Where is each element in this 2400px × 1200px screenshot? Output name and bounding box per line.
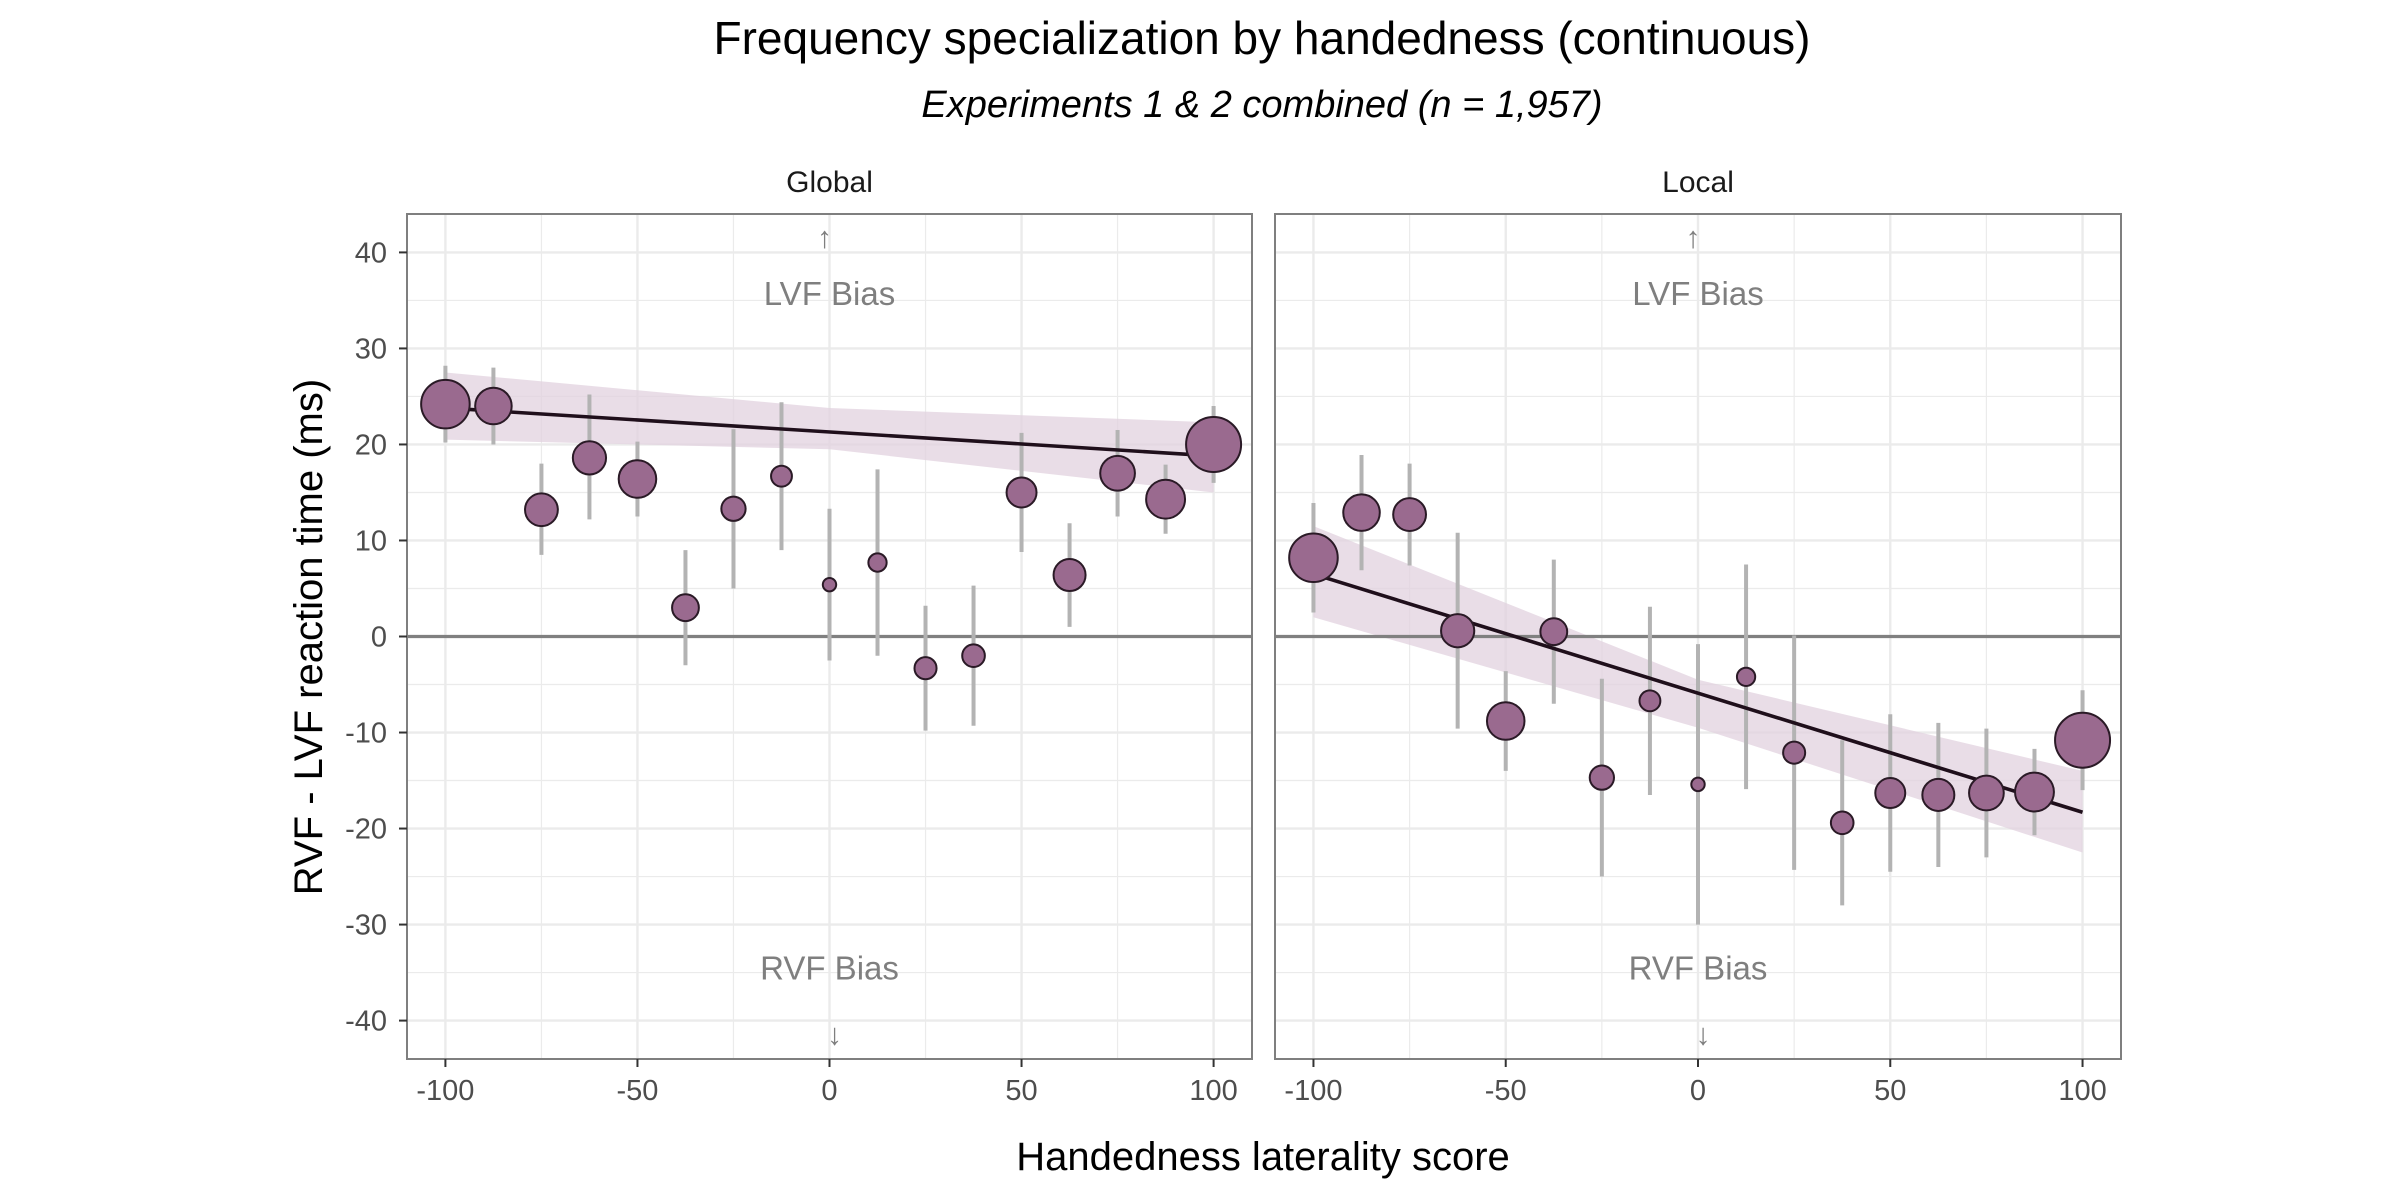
y-tick-label: -10: [345, 718, 387, 750]
data-point: [1588, 764, 1616, 791]
x-tick-label: -50: [616, 1075, 658, 1107]
rvf-bias-label: RVF Bias: [1629, 949, 1768, 986]
facet-panel-local: ↑ LVF Bias RVF Bias ↓ Local -100 -50 0 50 100: [1274, 166, 2122, 1107]
data-point: [524, 492, 559, 528]
data-point: [1539, 617, 1569, 647]
data-point: [770, 464, 793, 488]
data-point: [1638, 689, 1662, 713]
y-tick-label: -20: [345, 814, 387, 846]
x-tick-label: 100: [2058, 1075, 2106, 1107]
data-point: [1145, 478, 1187, 520]
data-point: [2054, 711, 2112, 769]
data-point: [1735, 666, 1757, 687]
y-tick-label: 20: [355, 429, 387, 461]
data-point: [671, 593, 700, 623]
data-point: [617, 459, 658, 499]
data-point: [1782, 740, 1807, 765]
y-tick-label: 0: [371, 622, 387, 654]
lvf-bias-arrow: ↑: [1686, 222, 1701, 255]
data-point: [1690, 776, 1706, 793]
facet-strip-label: Global: [786, 166, 873, 199]
data-point: [821, 576, 838, 593]
data-point: [2014, 771, 2055, 813]
data-point: [913, 656, 938, 681]
x-tick-label: 50: [1874, 1075, 1906, 1107]
data-point: [1099, 454, 1136, 492]
data-point: [1485, 701, 1526, 741]
fit-line: [1312, 572, 2084, 814]
data-point: [1288, 532, 1339, 584]
lvf-bias-arrow: ↑: [817, 222, 832, 255]
rvf-bias-arrow: ↓: [827, 1019, 842, 1052]
data-point: [1968, 774, 2005, 812]
data-point: [867, 552, 888, 573]
lvf-bias-label: LVF Bias: [1632, 275, 1763, 312]
data-point: [571, 440, 608, 476]
chart-subtitle: Experiments 1 & 2 combined (n = 1,957): [921, 84, 1602, 126]
data-point: [1440, 613, 1476, 649]
x-tick-label: 100: [1189, 1075, 1237, 1107]
data-point: [1342, 493, 1381, 532]
y-tick-label: 10: [355, 525, 387, 557]
data-point: [720, 495, 747, 522]
y-tick-label: -40: [345, 1006, 387, 1038]
y-axis-title: RVF - LVF reaction time (ms): [287, 379, 331, 895]
data-point: [1005, 476, 1038, 509]
fit-line: [445, 406, 1214, 458]
x-tick-label: 0: [1690, 1075, 1706, 1107]
x-tick-label: 0: [821, 1075, 837, 1107]
chart-title: Frequency specialization by handedness (…: [714, 12, 1811, 64]
x-tick-label: -100: [1284, 1075, 1342, 1107]
data-point: [474, 386, 513, 426]
x-tick-label: 50: [1005, 1075, 1037, 1107]
data-point: [1392, 497, 1428, 532]
data-point: [1185, 415, 1243, 473]
x-axis-title: Handedness laterality score: [1016, 1135, 1510, 1179]
y-tick-label: -30: [345, 910, 387, 942]
facet-strip-label: Local: [1662, 166, 1734, 199]
data-point: [961, 643, 986, 669]
data-point: [1874, 777, 1907, 809]
data-point: [1052, 558, 1087, 593]
y-tick-label: 40: [355, 237, 387, 269]
lvf-bias-label: LVF Bias: [764, 275, 895, 312]
data-point: [420, 378, 471, 430]
y-tick-label: 30: [355, 333, 387, 365]
rvf-bias-arrow: ↓: [1696, 1019, 1711, 1052]
rvf-bias-label: RVF Bias: [760, 949, 899, 986]
x-tick-label: -100: [416, 1075, 474, 1107]
x-tick-label: -50: [1485, 1075, 1527, 1107]
data-point: [1921, 777, 1956, 812]
data-point: [1829, 810, 1855, 836]
